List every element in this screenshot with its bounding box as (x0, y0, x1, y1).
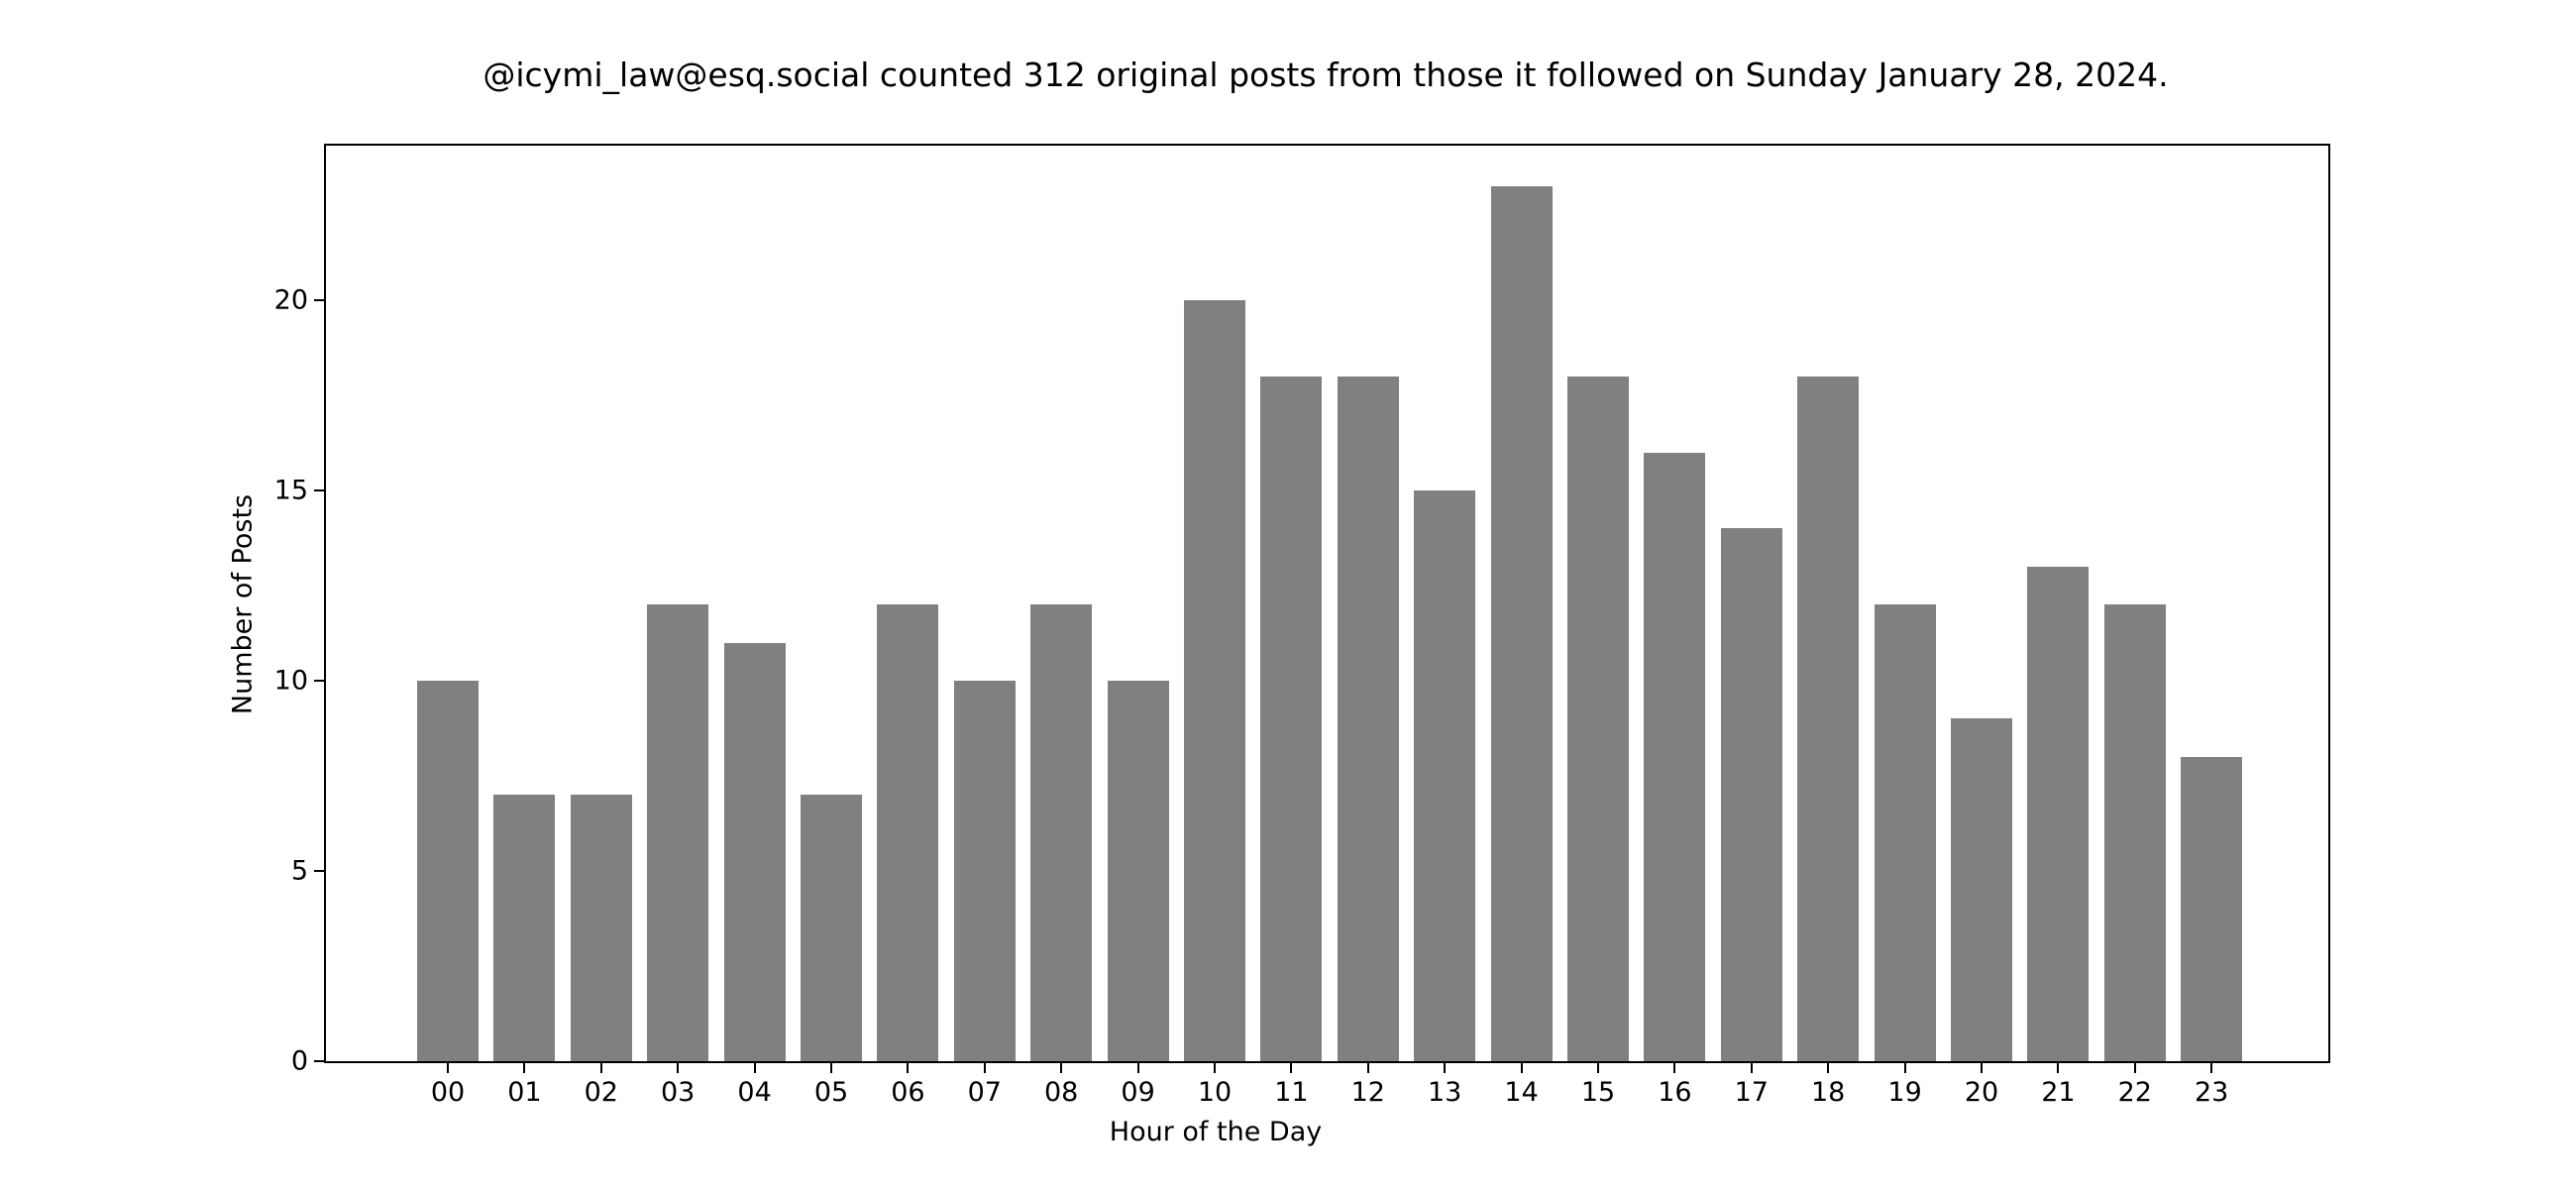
x-tick (2133, 1061, 2136, 1073)
x-tick (599, 1061, 602, 1073)
bar-hour-22 (2103, 604, 2166, 1061)
x-tick-label: 08 (1044, 1077, 1079, 1108)
bar-hour-11 (1260, 376, 1323, 1061)
bar-hour-15 (1567, 376, 1629, 1061)
x-tick (907, 1061, 910, 1073)
x-axis-label: Hour of the Day (1109, 1117, 1323, 1147)
x-tick-label: 14 (1504, 1077, 1539, 1108)
bar-hour-09 (1107, 681, 1169, 1061)
x-tick-label: 23 (2195, 1077, 2229, 1108)
x-tick-label: 18 (1811, 1077, 1846, 1108)
x-tick (1827, 1061, 1830, 1073)
bar-hour-04 (723, 642, 786, 1061)
bar-hour-02 (570, 795, 632, 1061)
x-tick-label: 19 (1887, 1077, 1922, 1108)
x-tick-label: 21 (2041, 1077, 2076, 1108)
x-tick-label: 05 (813, 1077, 849, 1108)
bar-hour-07 (953, 681, 1016, 1061)
x-tick (677, 1061, 680, 1073)
bar-hour-03 (647, 604, 709, 1061)
y-axis-label: Number of Posts (227, 493, 259, 715)
x-tick-label: 01 (507, 1077, 542, 1108)
x-tick (983, 1061, 986, 1073)
bar-hour-19 (1874, 604, 1936, 1061)
x-tick-label: 13 (1428, 1077, 1462, 1108)
bar-hour-06 (877, 604, 939, 1061)
x-tick-label: 16 (1658, 1077, 1692, 1108)
x-tick (830, 1061, 832, 1073)
x-tick (1750, 1061, 1753, 1073)
y-tick-label: 15 (273, 475, 308, 506)
x-tick-label: 00 (430, 1077, 466, 1108)
x-tick (447, 1061, 449, 1073)
x-tick (1444, 1061, 1447, 1073)
x-tick-label: 04 (737, 1077, 772, 1108)
y-tick (314, 299, 326, 301)
bar-hour-18 (1797, 376, 1860, 1061)
x-tick (1981, 1061, 1983, 1073)
y-tick-label: 10 (273, 665, 308, 697)
y-tick (314, 489, 326, 491)
x-tick (1136, 1061, 1139, 1073)
x-tick-label: 06 (891, 1077, 925, 1108)
bar-hour-01 (493, 795, 556, 1061)
x-tick-label: 11 (1274, 1077, 1309, 1108)
x-tick (1366, 1061, 1369, 1073)
x-tick-label: 22 (2117, 1077, 2152, 1108)
x-tick-label: 09 (1121, 1077, 1155, 1108)
x-tick (1903, 1061, 1906, 1073)
x-tick (1597, 1061, 1599, 1073)
x-tick (523, 1061, 526, 1073)
bar-hour-20 (1951, 718, 2012, 1061)
y-tick (314, 1060, 326, 1062)
y-tick-label: 5 (290, 855, 308, 887)
x-tick (1060, 1061, 1063, 1073)
x-tick-label: 20 (1964, 1077, 1999, 1108)
bar-hour-16 (1644, 452, 1706, 1061)
chart-title: @icymi_law@esq.social counted 312 origin… (483, 55, 2169, 94)
bar-hour-08 (1030, 604, 1093, 1061)
x-tick (1290, 1061, 1293, 1073)
y-tick (314, 680, 326, 682)
plot-area: 00 01 02 03 04 05 06 07 08 09 10 11 12 13 14 15 16 17 18 19… (274, 144, 2330, 1108)
x-tick-label: 17 (1734, 1077, 1769, 1108)
x-tick (753, 1061, 756, 1073)
x-tick-label: 07 (967, 1077, 1002, 1108)
x-tick (1214, 1061, 1216, 1073)
x-tick-label: 03 (661, 1077, 696, 1108)
x-tick-label: 10 (1197, 1077, 1233, 1108)
x-tick (2210, 1061, 2213, 1073)
bar-hour-05 (801, 795, 862, 1061)
bar-hour-14 (1490, 185, 1553, 1061)
x-tick-label: 02 (584, 1077, 618, 1108)
bar-hour-00 (417, 681, 479, 1061)
y-tick-label: 20 (273, 284, 308, 316)
y-tick-label: 0 (290, 1045, 308, 1077)
x-tick-label: 12 (1350, 1077, 1385, 1108)
bar-hour-23 (2181, 756, 2243, 1061)
bar-hour-13 (1414, 490, 1476, 1061)
bar-hour-17 (1720, 528, 1782, 1061)
x-tick-label: 15 (1580, 1077, 1616, 1108)
bar-hour-10 (1184, 300, 1245, 1061)
y-tick (314, 870, 326, 872)
bar-hour-21 (2027, 566, 2090, 1061)
x-tick (2057, 1061, 2060, 1073)
x-tick (1673, 1061, 1676, 1073)
x-tick (1520, 1061, 1523, 1073)
bar-hour-12 (1337, 376, 1399, 1061)
